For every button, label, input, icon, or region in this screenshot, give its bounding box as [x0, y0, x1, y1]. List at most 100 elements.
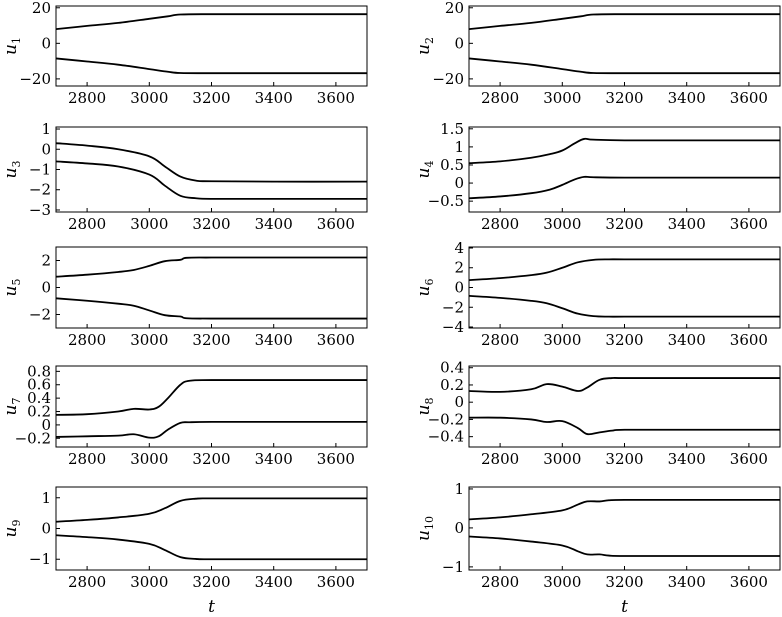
y-axis-label-var: u	[1, 168, 21, 179]
x-tick-label: 3000	[543, 215, 581, 233]
x-tick-label: 3400	[668, 331, 706, 349]
x-tick-label: 3200	[605, 573, 643, 591]
x-tick-label: 3600	[317, 89, 355, 107]
y-axis-label: u6	[414, 279, 436, 297]
y-tick-label: 0	[41, 279, 51, 297]
y-tick-label: 20	[445, 0, 464, 17]
y-tick-label: 20	[32, 0, 51, 17]
series-line-1	[55, 13, 367, 31]
y-tick-label: 0	[454, 279, 464, 297]
y-axis-label-var: u	[414, 168, 434, 179]
series-line-1	[468, 377, 780, 393]
x-tick-label: 3200	[192, 215, 230, 233]
x-tick-label: 3600	[317, 215, 355, 233]
subplot-9: 2800 3000 3200 3400 3600 −1 0 1 u9	[1, 486, 368, 591]
y-axis-label-sub: 10	[423, 516, 436, 530]
y-tick-label: −0.2	[15, 429, 51, 447]
y-tick-label: −4	[442, 318, 464, 336]
y-axis-label-sub: 3	[10, 161, 23, 168]
y-tick-label: 2	[454, 259, 464, 277]
subplot-7: 2800 3000 3200 3400 3600−0.200.20.40.60.8u7	[1, 362, 368, 468]
x-tick-label: 3200	[192, 573, 230, 591]
series-line-2	[468, 535, 780, 557]
series-line-2	[468, 416, 780, 436]
x-tick-label: 3000	[130, 215, 168, 233]
y-tick-label: 0	[454, 393, 464, 411]
plot-frame	[55, 246, 368, 329]
y-axis-label: u2	[414, 37, 436, 55]
x-tick-label: 3600	[317, 450, 355, 468]
y-axis-label: u3	[1, 161, 23, 179]
y-tick-label: 0.2	[440, 376, 464, 394]
subplot-1: 2800 3000 3200 3400 3600 −20 0 20 u1	[1, 0, 368, 107]
y-tick-label: 1	[41, 489, 51, 507]
series-line-2	[468, 175, 780, 200]
x-tick-label: 3000	[130, 573, 168, 591]
x-tick-label: 3600	[730, 450, 768, 468]
y-tick-label: −2	[29, 306, 51, 324]
x-tick-label: 2800	[481, 215, 519, 233]
y-tick-label: 0	[41, 34, 51, 52]
series-line-2	[55, 534, 367, 561]
y-axis-label-sub: 7	[10, 398, 23, 405]
x-tick-label: 3200	[192, 89, 230, 107]
y-axis-label-var: u	[1, 44, 21, 55]
x-tick-label: 3600	[730, 89, 768, 107]
y-axis-label-sub: 8	[423, 398, 436, 405]
x-tick-label: 3400	[668, 89, 706, 107]
y-tick-label: 1.5	[440, 120, 464, 138]
y-tick-label: −3	[29, 201, 51, 219]
x-tick-label: 3600	[317, 331, 355, 349]
y-tick-label: −1	[29, 550, 51, 568]
y-tick-label: 0.2	[27, 403, 51, 421]
y-axis-label-var: u	[414, 44, 434, 55]
y-tick-label: 0.5	[440, 156, 464, 174]
x-tick-label: 3200	[605, 215, 643, 233]
x-tick-label: 3600	[730, 573, 768, 591]
y-tick-label: 1	[454, 138, 464, 156]
subplot-2: 2800 3000 3200 3400 3600 −20 0 20 u2	[414, 0, 781, 107]
x-tick-label: 3000	[543, 89, 581, 107]
y-axis-label-var: u	[414, 405, 434, 416]
x-tick-label: 3400	[668, 215, 706, 233]
x-tick-label: 3400	[668, 450, 706, 468]
y-axis-label: u9	[1, 520, 23, 538]
x-tick-label: 3400	[255, 89, 293, 107]
series-line-1	[55, 142, 368, 183]
x-tick-label: 2800	[68, 89, 106, 107]
y-axis-label: u7	[1, 398, 23, 416]
plot-frame	[55, 486, 368, 571]
y-axis-label-sub: 4	[423, 161, 436, 168]
series-line-1	[468, 498, 780, 521]
x-tick-label: 3200	[192, 450, 230, 468]
series-line-2	[55, 420, 367, 439]
x-tick-label: 3000	[130, 450, 168, 468]
plot-frame	[55, 365, 368, 448]
series-line-1	[468, 13, 780, 31]
subplot-4: 2800 3000 3200 3400 3600 −0.500.511.5 u4	[414, 120, 781, 233]
x-tick-label: 3600	[730, 215, 768, 233]
x-tick-label: 3000	[543, 450, 581, 468]
y-tick-label: −1	[29, 161, 51, 179]
x-tick-label: 3400	[255, 573, 293, 591]
series-line-2	[55, 160, 367, 200]
y-axis-label-sub: 6	[423, 279, 436, 286]
x-tick-label: 3000	[130, 89, 168, 107]
x-tick-label: 2800	[481, 89, 519, 107]
x-tick-label: 3000	[130, 331, 168, 349]
y-tick-label: 2	[41, 252, 51, 270]
y-tick-label: 0	[41, 140, 51, 158]
y-axis-label-var: u	[414, 286, 434, 297]
subplot-3: 2800 3000 3200 3400 3600 −3 −2 −1 0 1 u3	[1, 120, 368, 233]
y-tick-label: 4	[454, 239, 464, 257]
x-tick-label: 2800	[68, 450, 106, 468]
y-tick-label: 0.4	[27, 389, 51, 407]
y-tick-label: 1	[41, 120, 51, 138]
y-axis-label: u10	[414, 516, 436, 541]
x-tick-label: 2800	[481, 331, 519, 349]
subplot-8: 2800 3000 3200 3400 3600 −0.4−0.200.20.4 u8	[414, 359, 781, 468]
x-tick-label: 3000	[543, 573, 581, 591]
y-tick-label: 0	[454, 519, 464, 537]
y-axis-label: u4	[414, 161, 436, 179]
